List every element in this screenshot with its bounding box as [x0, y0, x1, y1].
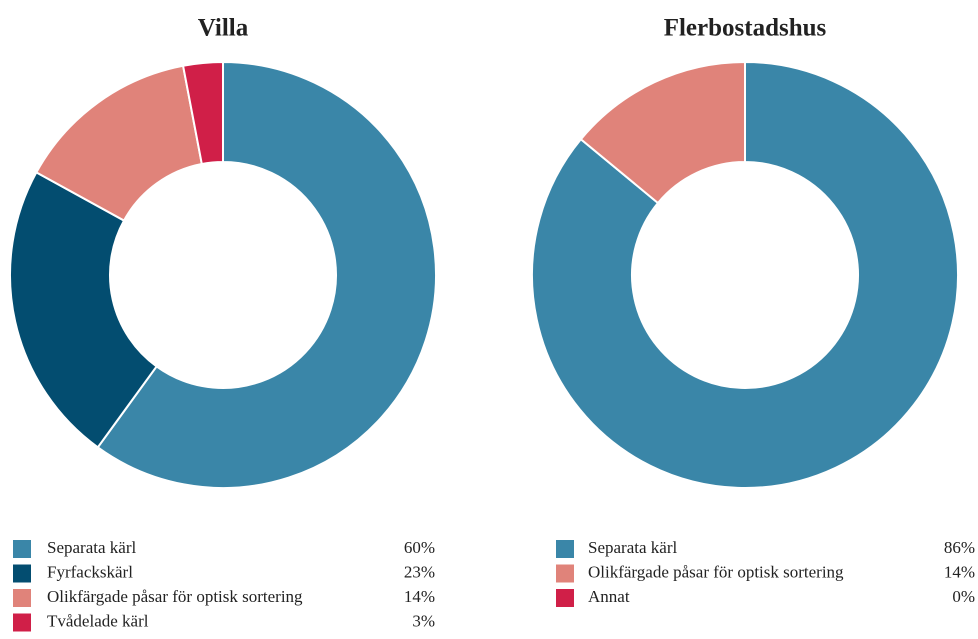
legend-label: Olikfärgade påsar för optisk sortering	[47, 587, 303, 606]
legend-swatch	[13, 540, 31, 558]
legend-swatch	[556, 589, 574, 607]
chart-title: Flerbostadshus	[664, 15, 827, 42]
donut-slice	[531, 60, 959, 489]
legend-value: 23%	[404, 562, 435, 581]
legend-label: Separata kärl	[588, 538, 677, 557]
legend-swatch	[556, 540, 574, 558]
legend-value: 14%	[404, 587, 435, 606]
donut-slice	[181, 60, 224, 166]
legend-label: Tvådelade kärl	[47, 611, 149, 630]
legend-label: Separata kärl	[47, 538, 136, 557]
legend-label: Annat	[588, 587, 630, 606]
legend-value: 60%	[404, 538, 435, 557]
donut-slice	[96, 60, 437, 489]
legend-value: 3%	[412, 611, 435, 630]
chart-title: Villa	[198, 15, 249, 42]
legend-value: 14%	[944, 562, 975, 581]
legend-swatch	[556, 564, 574, 583]
legend-swatch	[13, 589, 31, 607]
legend-value: 86%	[944, 538, 975, 557]
donut-slice	[9, 171, 158, 449]
legend-label: Fyrfackskärl	[47, 562, 133, 581]
legend-label: Olikfärgade påsar för optisk sortering	[588, 562, 844, 581]
legend-value: 0%	[952, 587, 975, 606]
legend-swatch	[13, 613, 31, 632]
legend-swatch	[13, 564, 31, 583]
